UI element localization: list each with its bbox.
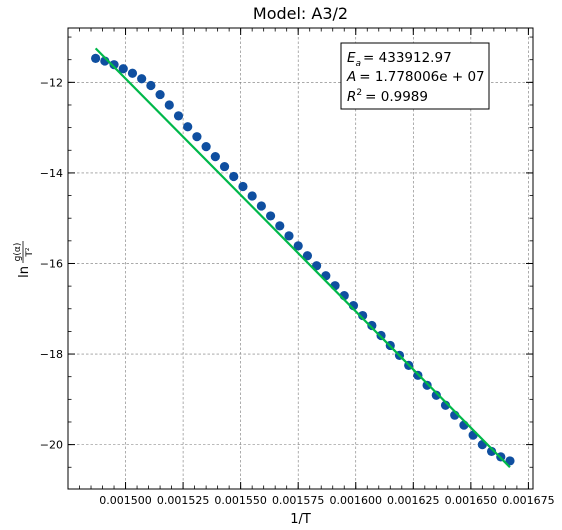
data-point-16 — [238, 181, 248, 192]
annotation-box: Ea = 433912.97 A = 1.778006e + 07 R2 = 0.99… — [340, 42, 490, 110]
data-point-11 — [192, 132, 202, 142]
data-point-20 — [275, 221, 285, 231]
x-axis-label: 1/T — [290, 512, 311, 527]
data-point-5 — [137, 74, 147, 84]
data-point-37 — [431, 390, 441, 400]
data-point-21 — [284, 231, 294, 241]
annotation-ea-symbol: E — [347, 50, 356, 66]
data-point-12 — [201, 142, 211, 152]
data-point-2 — [109, 60, 119, 70]
data-point-8 — [164, 100, 174, 110]
y-tick-label-1: −18 — [40, 348, 63, 361]
data-point-7 — [155, 89, 165, 100]
ticks — [67, 28, 533, 489]
data-point-14 — [219, 161, 230, 172]
annotation-a-symbol: A — [346, 69, 356, 85]
x-tick-labels: 0.001500 0.001525 0.001550 0.001575 0.001600… — [99, 494, 554, 507]
x-tick-label-7: 0.001675 — [502, 494, 555, 507]
annotation-r-symbol: R — [347, 89, 356, 105]
y-axis-label-prefix: ln — [17, 266, 32, 278]
data-point-0 — [91, 53, 101, 63]
annotation-a-value: = 1.778006e + 07 — [359, 69, 484, 85]
x-tick-label-2: 0.001550 — [214, 494, 267, 507]
data-point-9 — [173, 111, 184, 121]
data-point-15 — [229, 171, 239, 182]
data-point-10 — [183, 122, 193, 132]
y-axis-label-numerator: g(α) — [13, 243, 23, 262]
data-point-23 — [302, 251, 313, 261]
y-tick-label-3: −14 — [40, 167, 63, 180]
annotation-r-value: = 0.9989 — [365, 89, 428, 105]
data-point-18 — [256, 201, 266, 211]
annotation-frame — [340, 42, 490, 110]
chart-title: Model: A3/2 — [253, 4, 348, 23]
annotation-ea-value: = 433912.97 — [363, 50, 452, 66]
data-point-13 — [210, 152, 220, 162]
annotation-ea-subscript: a — [356, 59, 362, 69]
annotation-line-r-squared: R2 = 0.9989 — [347, 88, 428, 105]
y-tick-label-0: −20 — [40, 439, 63, 452]
y-tick-label-4: −12 — [40, 76, 63, 89]
fit-line — [94, 47, 511, 469]
data-point-29 — [358, 310, 368, 321]
x-tick-label-1: 0.001525 — [157, 494, 210, 507]
x-tick-label-5: 0.001625 — [387, 494, 440, 507]
y-tick-label-2: −16 — [40, 257, 63, 270]
data-point-4 — [127, 68, 138, 78]
data-point-43 — [486, 446, 497, 457]
data-point-17 — [247, 191, 257, 201]
plot-frame — [67, 27, 534, 490]
annotation-line-preexponential: A = 1.778006e + 07 — [346, 69, 485, 85]
data-point-19 — [265, 211, 276, 221]
y-axis-label-denominator: T² — [25, 247, 35, 257]
annotation-line-activation-energy: Ea = 433912.97 — [347, 50, 452, 69]
data-point-6 — [146, 80, 156, 91]
data-point-36 — [422, 380, 432, 390]
data-points — [91, 53, 515, 466]
fit-line-series — [94, 47, 511, 469]
data-point-3 — [118, 64, 128, 74]
y-tick-labels: −20 −18 −16 −14 −12 — [40, 76, 63, 451]
data-point-45 — [505, 456, 515, 466]
x-tick-label-3: 0.001575 — [272, 494, 325, 507]
data-point-30 — [367, 320, 377, 331]
x-tick-label-6: 0.001650 — [445, 494, 498, 507]
x-tick-label-4: 0.001600 — [329, 494, 382, 507]
data-point-22 — [293, 241, 303, 251]
y-axis-label: ln g(α) T² — [13, 241, 35, 278]
x-tick-label-0: 0.001500 — [99, 494, 152, 507]
annotation-r-superscript: 2 — [356, 88, 362, 98]
